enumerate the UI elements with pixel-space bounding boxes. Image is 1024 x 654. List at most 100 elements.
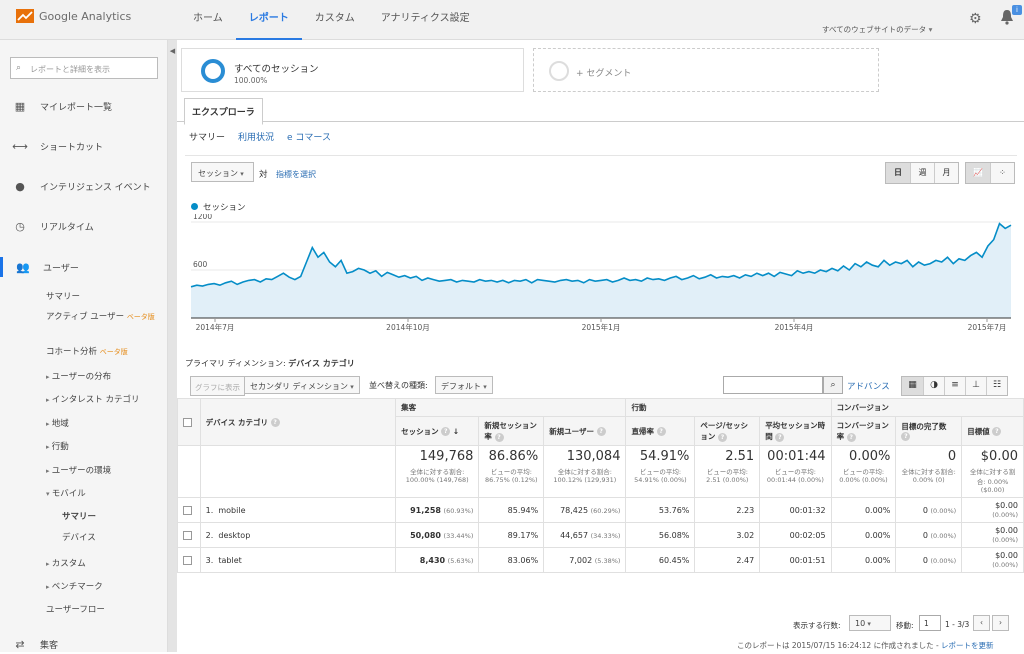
performance-view-icon[interactable]: ≡: [944, 377, 965, 395]
nav-reports[interactable]: レポート: [235, 0, 302, 40]
dim-header[interactable]: デバイス カテゴリ ?: [199, 398, 397, 446]
sidebar-search-input[interactable]: ⌕ レポートと詳細を表示: [10, 57, 158, 79]
ga-logo[interactable]: Google Analytics: [16, 9, 131, 23]
sidebar-sub-geo[interactable]: 地域: [46, 417, 69, 429]
period-week-button[interactable]: 週: [910, 163, 934, 183]
refresh-report-link[interactable]: レポートを更新: [941, 641, 994, 650]
dimension-label: プライマリ ディメンション:: [185, 359, 286, 368]
account-selector[interactable]: すべてのウェブサイトのデータ: [822, 24, 932, 35]
select-metric-link[interactable]: 指標を選択: [276, 170, 316, 179]
line-chart-icon[interactable]: 📈: [966, 163, 990, 183]
secondary-dimension-dropdown[interactable]: セカンダリ ディメンション: [244, 376, 360, 394]
help-icon[interactable]: ?: [656, 427, 666, 436]
totals-subtext: 全体に対する割合: 100.12% (129,931): [553, 468, 617, 484]
logo-text: Google Analytics: [39, 9, 132, 23]
advanced-filter-link[interactable]: アドバンス: [847, 382, 890, 392]
row-checkbox[interactable]: [183, 530, 192, 540]
row-checkbox[interactable]: [183, 505, 192, 515]
tab-explorer[interactable]: エクスプローラ: [184, 98, 263, 125]
plot-rows-button[interactable]: グラフに表示: [190, 376, 245, 396]
sidebar-sub-active-users[interactable]: アクティブ ユーザー ベータ版: [46, 310, 155, 322]
metric-dropdown[interactable]: セッション: [191, 162, 254, 182]
grid-icon: ▦: [14, 99, 26, 113]
bell-icon[interactable]: [1000, 9, 1014, 25]
col-goal-completions[interactable]: 目標の完了数 ?: [895, 416, 963, 446]
row-dimension-link[interactable]: mobile: [218, 505, 246, 515]
beta-badge: ベータ版: [99, 348, 128, 356]
sidebar-sub-cohort[interactable]: コホート分析 ベータ版: [46, 345, 128, 357]
subtab-usage[interactable]: 利用状況: [238, 133, 275, 143]
sidebar-sub-mobile-summary[interactable]: サマリー: [62, 510, 96, 522]
motion-chart-icon[interactable]: ⁘: [990, 163, 1014, 183]
sidebar-sub-flow[interactable]: ユーザーフロー: [46, 605, 105, 615]
pie-view-icon[interactable]: ◑: [923, 377, 944, 395]
help-icon[interactable]: ?: [992, 427, 1002, 436]
sidebar-item-audience[interactable]: 👥 ユーザー: [0, 257, 168, 277]
subtab-ecommerce[interactable]: e コマース: [287, 133, 331, 143]
col-new-session-rate[interactable]: 新規セッション率 ?: [478, 416, 545, 446]
subtab-summary[interactable]: サマリー: [189, 133, 226, 143]
sidebar-sub-interest[interactable]: インタレスト カテゴリ: [46, 393, 140, 405]
row-dimension-link[interactable]: desktop: [218, 530, 251, 540]
help-icon[interactable]: ?: [441, 427, 451, 436]
sidebar-item-acquisition[interactable]: ⇄ 集客: [0, 634, 168, 654]
sidebar-sub-custom[interactable]: カスタム: [46, 557, 86, 569]
col-avg-session-time[interactable]: 平均セッション時間 ?: [759, 416, 832, 446]
pivot-view-icon[interactable]: ☷: [986, 377, 1007, 395]
row-checkbox[interactable]: [183, 555, 192, 565]
nav-home[interactable]: ホーム: [193, 13, 223, 24]
help-icon[interactable]: ?: [846, 432, 856, 442]
sidebar-item-dashboards[interactable]: ▦ マイレポート一覧: [0, 96, 168, 116]
help-icon[interactable]: ?: [775, 432, 785, 442]
sidebar-sub-distribution[interactable]: ユーザーの分布: [46, 370, 111, 382]
add-segment-button[interactable]: + セグメント: [533, 48, 879, 92]
period-month-button[interactable]: 月: [934, 163, 958, 183]
segment-all-sessions[interactable]: すべてのセッション 100.00%: [181, 48, 524, 92]
totals-value: 86.86%: [488, 449, 539, 464]
gear-icon[interactable]: ⚙: [969, 11, 982, 27]
search-icon[interactable]: ⌕: [823, 376, 843, 394]
sidebar-item-intelligence[interactable]: ● インテリジェンス イベント: [0, 176, 168, 196]
prev-page-button[interactable]: ‹: [973, 615, 990, 631]
help-icon[interactable]: ?: [270, 418, 280, 427]
nav-custom[interactable]: カスタム: [314, 13, 355, 24]
table-row[interactable]: 2. desktop 50,080 (33.44%) 89.17% 44,657 (3…: [177, 522, 1024, 548]
sidebar-sub-environment[interactable]: ユーザーの環境: [46, 464, 111, 476]
next-page-button[interactable]: ›: [992, 615, 1009, 631]
help-icon[interactable]: ?: [718, 432, 728, 442]
sort-type-dropdown[interactable]: デフォルト: [435, 376, 493, 394]
rows-per-page-dropdown[interactable]: 10: [849, 615, 891, 631]
sidebar-collapse-handle[interactable]: ◀: [168, 40, 177, 652]
help-icon[interactable]: ?: [596, 427, 606, 436]
col-bounce-rate[interactable]: 直帰率 ?: [625, 416, 696, 446]
sidebar-sub-mobile[interactable]: モバイル: [46, 487, 86, 499]
comparison-view-icon[interactable]: ⊥: [965, 377, 986, 395]
col-goal-value[interactable]: 目標値 ?: [961, 416, 1024, 446]
nav-admin[interactable]: アナリティクス設定: [380, 13, 470, 24]
help-icon[interactable]: ?: [901, 432, 911, 442]
sidebar-item-realtime[interactable]: ◷ リアルタイム: [0, 216, 168, 236]
col-sessions[interactable]: セッション ? ↓: [395, 416, 480, 446]
row-dimension-link[interactable]: tablet: [218, 555, 242, 565]
totals-value: 149,768: [419, 449, 474, 464]
table-view-icon[interactable]: ▦: [902, 377, 923, 395]
sidebar-item-shortcuts[interactable]: ⟷ ショートカット: [0, 136, 168, 156]
period-day-button[interactable]: 日: [886, 163, 910, 183]
report-main: すべてのセッション 100.00% + セグメント エクスプローラ サマリー 利…: [177, 40, 1024, 652]
sidebar-sub-behavior[interactable]: 行動: [46, 440, 69, 452]
select-all-checkbox[interactable]: [183, 417, 192, 427]
col-pages-per-session[interactable]: ページ/セッション ?: [694, 416, 761, 446]
sidebar-sub-benchmark[interactable]: ベンチマーク: [46, 580, 103, 592]
search-placeholder: レポートと詳細を表示: [30, 65, 110, 74]
col-conversion-rate[interactable]: コンバージョン率 ?: [830, 416, 897, 446]
row-select-cell: [177, 497, 201, 523]
sidebar-sub-devices[interactable]: デバイス: [62, 533, 96, 543]
sidebar-sub-summary[interactable]: サマリー: [46, 292, 81, 302]
goto-page-input[interactable]: 1: [919, 615, 941, 631]
table-row[interactable]: 3. tablet 8,430 (5.63%) 83.06% 7,002 (5.38%…: [177, 547, 1024, 573]
col-new-users[interactable]: 新規ユーザー ?: [543, 416, 627, 446]
table-search-input[interactable]: [723, 376, 823, 394]
help-icon[interactable]: ?: [494, 432, 504, 442]
tab-divider: [177, 121, 1024, 122]
table-row[interactable]: 1. mobile 91,258 (60.93%) 85.94% 78,425 (60…: [177, 497, 1024, 523]
